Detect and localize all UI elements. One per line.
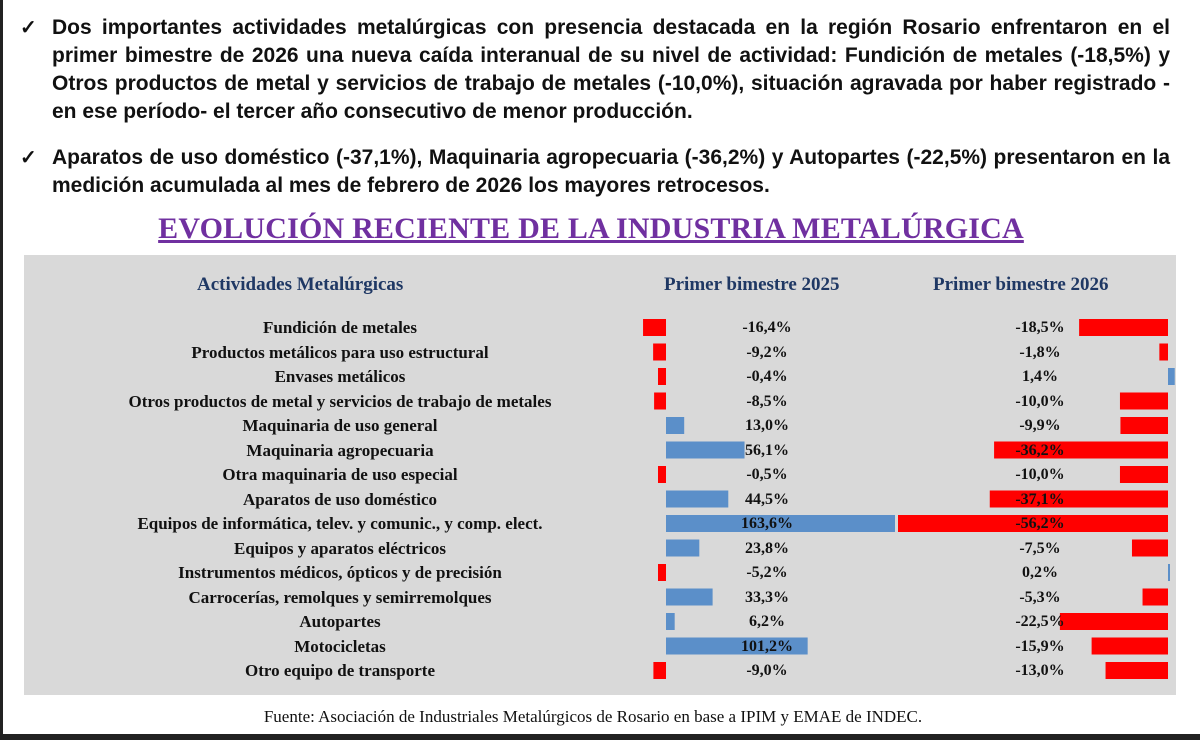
value-label-2025: 44,5%	[745, 490, 789, 508]
value-label-2026: -10,0%	[1015, 466, 1065, 483]
value-label-2026: -1,8%	[1019, 343, 1061, 361]
category-label: Equipos y aparatos eléctricos	[233, 538, 447, 558]
value-label-2026: -56,2%	[1015, 515, 1065, 532]
bullet-paragraph-2: ✓ Aparatos de uso doméstico (-37,1%), Ma…	[20, 144, 1170, 200]
value-label-2025: -9,0%	[746, 662, 788, 679]
value-label-2026: -13,0%	[1015, 662, 1065, 679]
bullet-text-2: Aparatos de uso doméstico (-37,1%), Maqu…	[52, 146, 1170, 197]
category-label: Maquinaria agropecuaria	[246, 440, 434, 460]
page-border-left	[0, 0, 3, 736]
value-label-2026: -18,5%	[1015, 319, 1065, 336]
category-label: Otros productos de metal y servicios de …	[128, 391, 552, 411]
category-label: Autopartes	[299, 612, 381, 631]
value-label-2025: 101,2%	[741, 637, 793, 655]
category-label: Motocicletas	[294, 636, 386, 656]
category-label: Carrocerías, remolques y semirremolques	[188, 587, 492, 607]
value-label-2025: 23,8%	[745, 539, 789, 557]
value-label-2025: -0,5%	[746, 466, 788, 483]
value-label-2026: -37,1%	[1015, 490, 1065, 508]
value-label-2025: 163,6%	[741, 515, 793, 532]
value-label-2025: -8,5%	[746, 392, 788, 410]
value-label-2026: -15,9%	[1015, 637, 1065, 655]
bullet-paragraph-1: ✓ Dos importantes actividades metalúrgic…	[20, 14, 1170, 126]
value-label-2026: -5,3%	[1019, 588, 1061, 606]
category-label: Productos metálicos para uso estructural	[191, 342, 489, 362]
category-label: Fundición de metales	[263, 318, 417, 337]
value-label-2025: -0,4%	[746, 368, 788, 385]
source-note: Fuente: Asociación de Industriales Metal…	[263, 707, 923, 726]
value-label-2025: 56,1%	[745, 441, 789, 459]
value-label-2025: 33,3%	[745, 588, 789, 606]
value-label-2025: -9,2%	[746, 343, 788, 361]
value-label-2025: 13,0%	[745, 417, 789, 434]
category-label: Equipos de informática, telev. y comunic…	[137, 514, 543, 533]
category-label: Otra maquinaria de uso especial	[222, 465, 458, 484]
page-border-bottom	[0, 734, 1200, 740]
value-label-2026: 1,4%	[1022, 368, 1058, 385]
category-label: Otro equipo de transporte	[245, 661, 435, 680]
value-label-2026: -22,5%	[1015, 613, 1065, 630]
category-label: Maquinaria de uso general	[242, 416, 438, 435]
header-2025: Primer bimestre 2025	[664, 274, 840, 295]
value-label-2026: -10,0%	[1015, 392, 1065, 410]
header-2026: Primer bimestre 2026	[933, 274, 1109, 295]
value-label-2026: -9,9%	[1019, 417, 1061, 434]
value-label-2026: -36,2%	[1015, 441, 1065, 459]
value-label-2026: -7,5%	[1019, 539, 1061, 557]
category-label: Aparatos de uso doméstico	[242, 489, 438, 509]
chart-panel	[24, 255, 1176, 695]
value-label-2025: 6,2%	[749, 613, 785, 630]
category-label: Instrumentos médicos, ópticos y de preci…	[178, 563, 502, 582]
bullet-text-1: Dos importantes actividades metalúrgicas…	[52, 16, 1170, 123]
check-icon: ✓	[20, 17, 37, 39]
check-icon: ✓	[20, 147, 37, 169]
value-label-2025: -16,4%	[742, 319, 792, 336]
value-label-2026: 0,2%	[1022, 564, 1058, 581]
chart-title: EVOLUCIÓN RECIENTE DE LA INDUSTRIA METAL…	[158, 212, 1024, 245]
category-label: Envases metálicos	[274, 367, 406, 386]
value-label-2025: -5,2%	[746, 564, 788, 581]
header-activities: Actividades Metalúrgicas	[197, 274, 404, 295]
